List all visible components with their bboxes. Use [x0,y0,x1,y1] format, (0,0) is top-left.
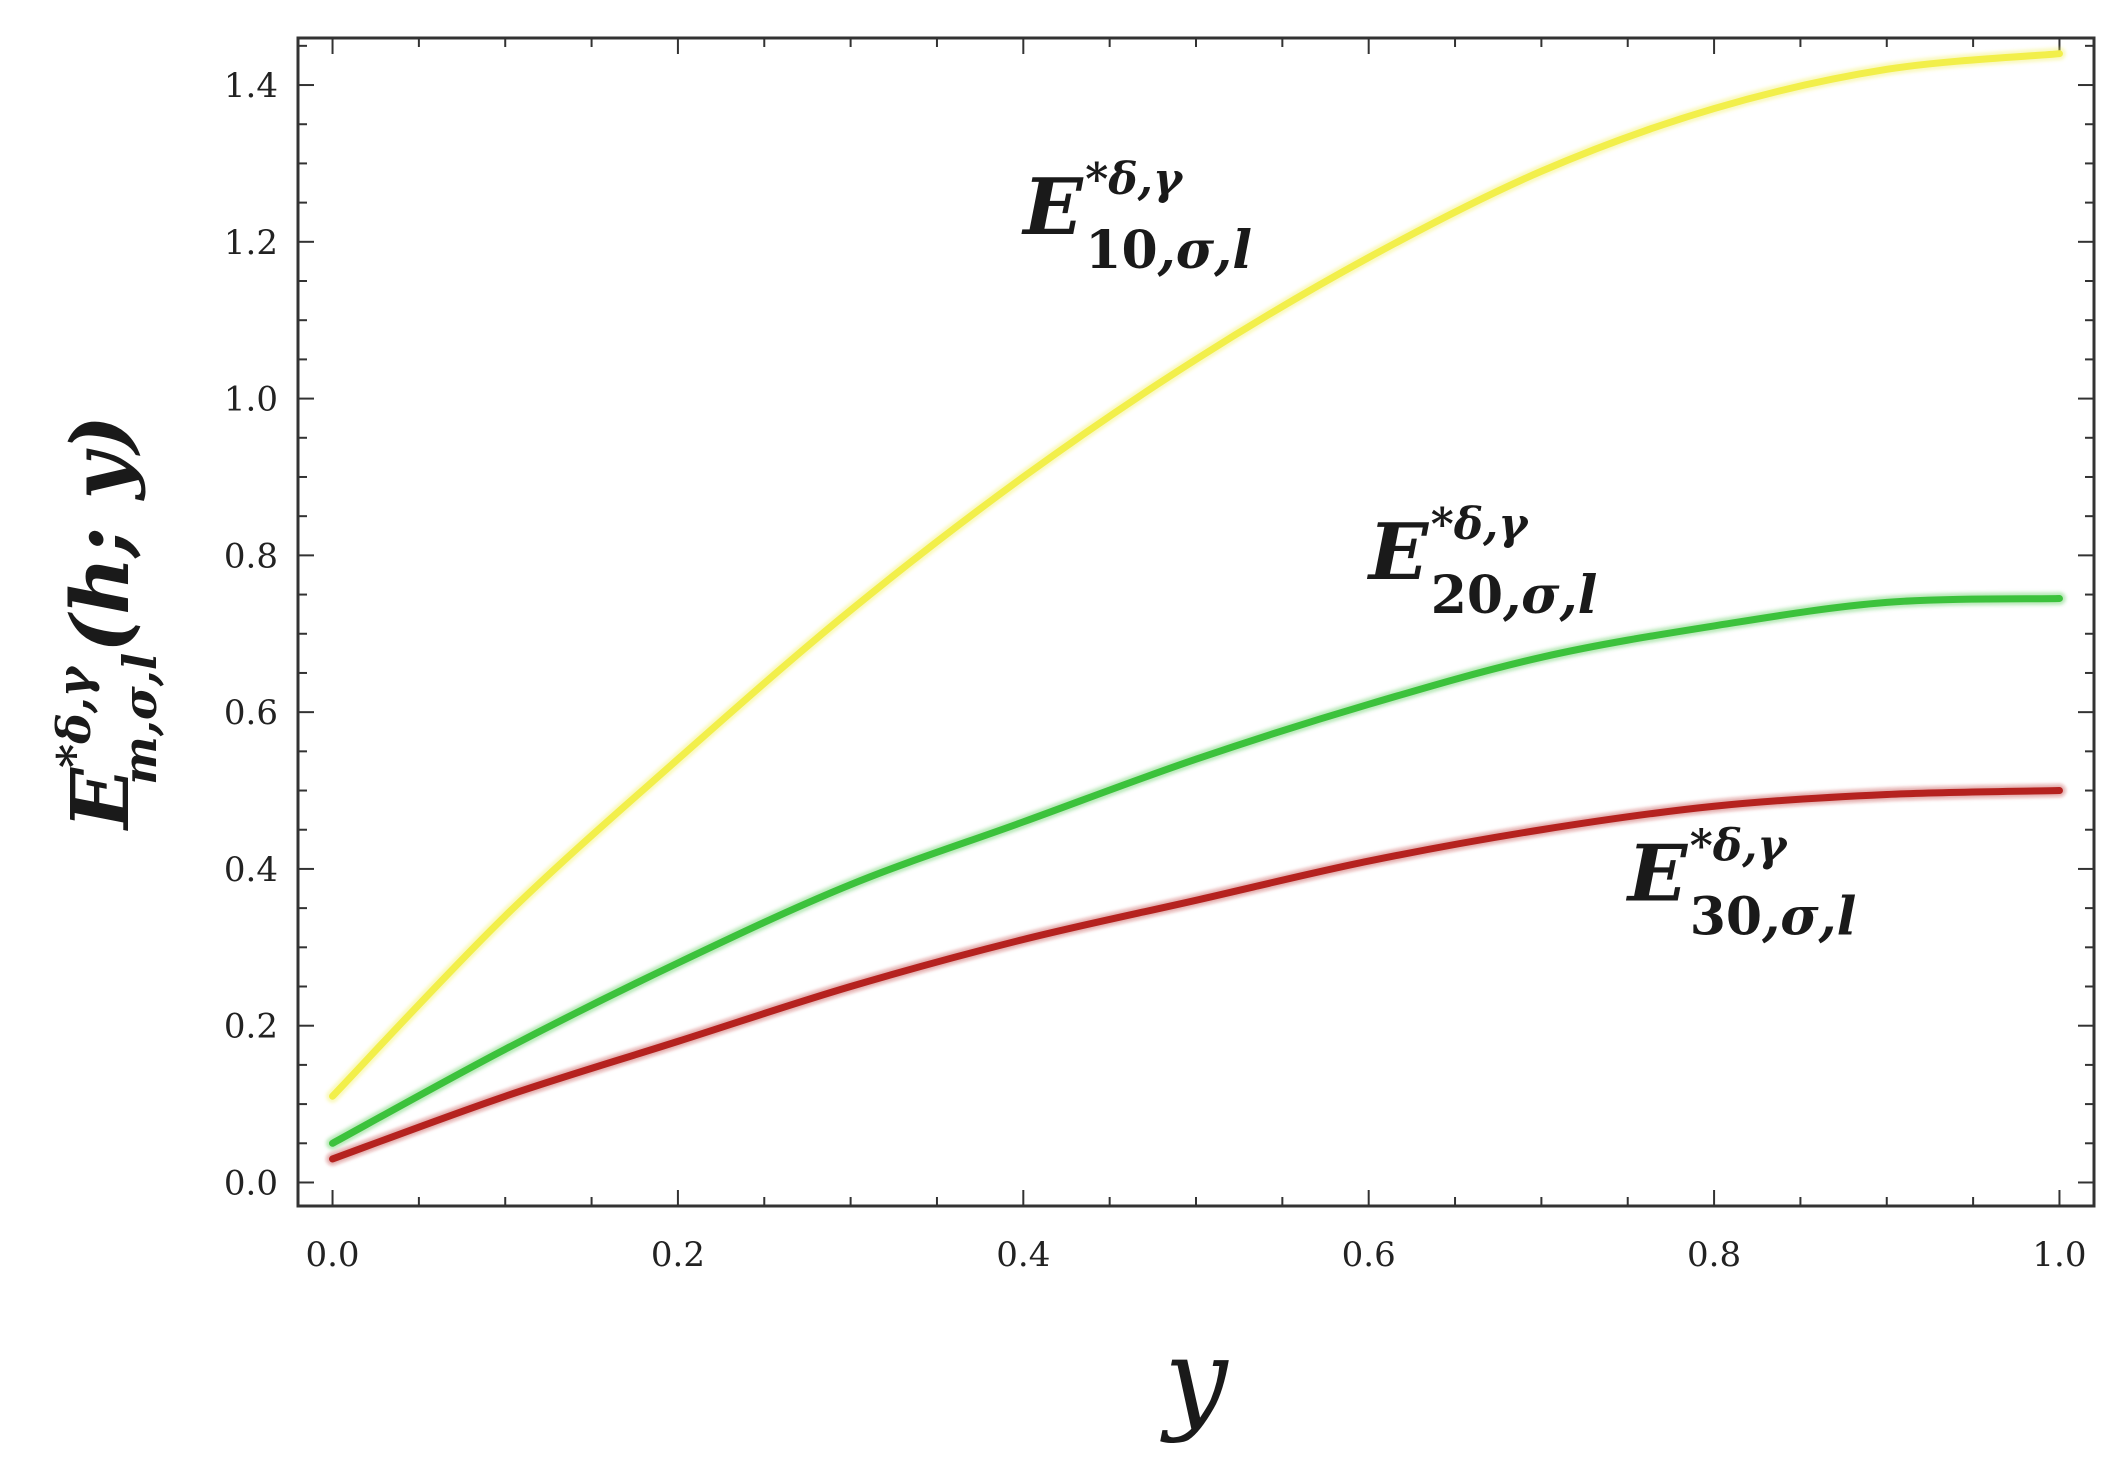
x-tick-label: 0.0 [305,1235,359,1275]
curve-annotation-1: E *δ,γ 10,σ,l [1021,154,1252,281]
x-tick-label: 0.4 [996,1235,1050,1275]
x-tick-label: 1.0 [2032,1235,2086,1275]
series-layer [326,47,2066,1166]
x-tick-label: 0.2 [651,1235,705,1275]
annotation-superscript: *δ,γ [1085,154,1184,205]
x-tick-label: 0.6 [1342,1235,1396,1275]
y-axis-title: E*δ,γ m,σ,l(h; y) [47,415,167,831]
curve-annotation-2: E *δ,γ 20,σ,l [1367,499,1598,626]
x-axis-ticks: 0.0 0.2 0.4 0.6 0.8 1.0 [305,38,2087,1275]
y-tick-label: 1.0 [224,380,278,420]
y-tick-label: 1.4 [224,66,278,106]
series-line-3 [329,787,2063,1163]
y-tick-label: 0.0 [224,1163,278,1203]
y-axis-title-base: E [53,767,147,831]
y-axis-ticks: 0.0 0.2 0.4 0.6 0.8 1.0 1.2 1.4 [224,44,2094,1203]
plot-frame [296,36,2096,1208]
annotation-superscript: *δ,γ [1690,820,1789,871]
svg-text:E*δ,γm,σ,l(h; y): E*δ,γ m,σ,l(h; y) [47,415,167,831]
curve-annotation-3: E *δ,γ 30,σ,l [1626,820,1857,947]
annotation-subscript: 10,σ,l [1085,220,1252,281]
annotation-superscript: *δ,γ [1431,499,1530,550]
series-line-2 [329,594,2063,1147]
annotation-subscript: 30,σ,l [1690,886,1857,947]
y-tick-label: 0.4 [224,850,278,890]
y-axis-title-superscript: *δ,γ [47,664,101,768]
annotation-base: E [1626,828,1689,919]
series-line-1 [329,50,2063,1100]
series-glow-3 [326,784,2066,1166]
y-axis-title-argument: (h; y) [53,415,147,653]
y-tick-label: 0.6 [224,693,278,733]
y-tick-label: 1.2 [224,223,278,263]
x-tick-label: 0.8 [1687,1235,1741,1275]
annotation-layer: E *δ,γ10,σ,lE *δ,γ20,σ,lE *δ,γ30,σ,l [1021,154,1856,947]
y-tick-label: 0.2 [224,1007,278,1047]
annotation-base: E [1367,507,1430,598]
y-axis-title-subscript: m,σ,l [113,653,167,785]
annotation-subscript: 20,σ,l [1431,565,1598,626]
annotation-base: E [1021,162,1084,253]
x-axis-title: y [1159,1315,1229,1445]
y-tick-label: 0.8 [224,536,278,576]
